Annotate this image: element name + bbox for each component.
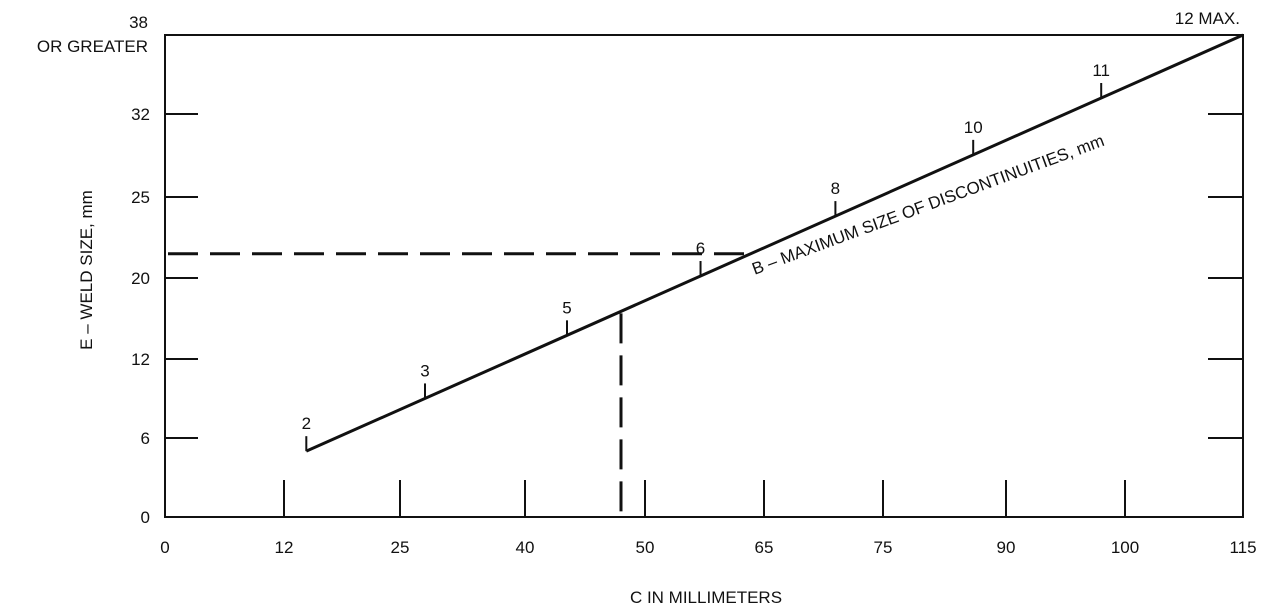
max-label: 12 MAX.	[1175, 9, 1240, 28]
discontinuity-label: 6	[696, 239, 705, 258]
plot-frame	[164, 34, 1244, 518]
discontinuity-label: 2	[302, 414, 311, 433]
y-axis-title: E – WELD SIZE, mm	[77, 190, 96, 350]
x-tick-label: 65	[755, 538, 774, 557]
y-top-label-or-greater: OR GREATER	[37, 37, 148, 56]
y-tick-label: 25	[131, 188, 150, 207]
x-tick-label: 100	[1111, 538, 1139, 557]
y-tick-label: 20	[131, 269, 150, 288]
discontinuity-label: 5	[562, 298, 571, 317]
discontinuity-label: 3	[420, 361, 429, 380]
y-tick-label: 32	[131, 105, 150, 124]
y-tick-label: 6	[141, 429, 150, 448]
discontinuity-label: 11	[1092, 61, 1110, 80]
y-tick-label: 12	[131, 350, 150, 369]
discontinuity-label: 10	[964, 118, 983, 137]
x-tick-label: 115	[1229, 538, 1256, 557]
x-tick-label: 0	[160, 538, 169, 557]
discontinuity-label: 8	[831, 179, 840, 198]
y-top-label-value: 38	[129, 13, 148, 32]
x-tick-label: 12	[275, 538, 294, 557]
x-tick-label: 25	[391, 538, 410, 557]
y-tick-label: 0	[141, 508, 150, 527]
x-tick-label: 90	[997, 538, 1016, 557]
series-line	[305, 33, 1244, 453]
x-tick-label: 50	[636, 538, 655, 557]
x-tick-label: 75	[874, 538, 893, 557]
x-tick-label: 40	[516, 538, 535, 557]
series-label: B – MAXIMUM SIZE OF DISCONTINUITIES, mm	[749, 131, 1106, 279]
x-axis-title: C IN MILLIMETERS	[630, 588, 782, 607]
